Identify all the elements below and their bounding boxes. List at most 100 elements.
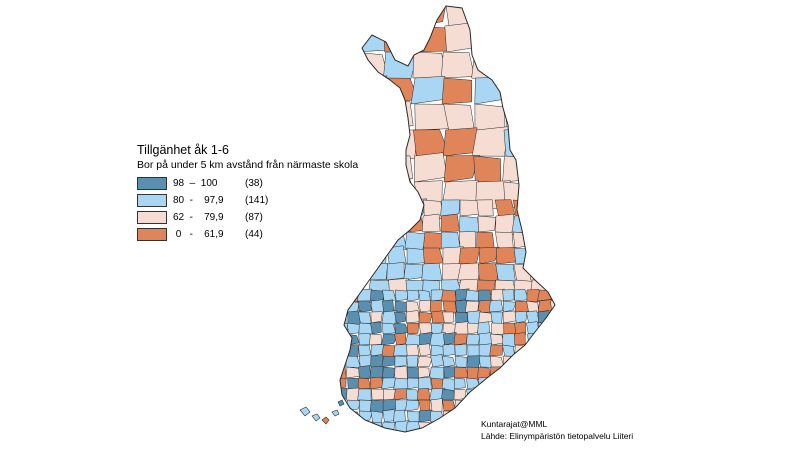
legend-row-62-79: 62 - 79,9 (87) <box>137 209 358 226</box>
municipality-area <box>406 322 420 335</box>
municipality-area <box>351 75 389 109</box>
municipality-area <box>441 355 456 368</box>
municipality-area <box>489 366 505 380</box>
municipality-area <box>474 25 511 53</box>
municipality-area <box>355 154 390 183</box>
municipality-area <box>503 300 517 313</box>
municipality-area <box>394 366 408 380</box>
municipality-area <box>394 332 407 346</box>
municipality-area <box>406 289 420 302</box>
municipality-area <box>443 155 481 183</box>
municipality-area <box>441 388 456 401</box>
municipality-area <box>502 155 536 183</box>
municipality-area <box>478 311 494 324</box>
municipality-area <box>458 247 481 265</box>
municipality-area <box>358 365 372 379</box>
municipality-area <box>513 199 536 217</box>
municipality-area <box>394 322 409 335</box>
municipality-area <box>440 213 460 233</box>
municipality-area <box>418 299 432 313</box>
municipality-area <box>537 344 551 357</box>
municipality-area <box>504 23 535 53</box>
municipality-area <box>502 377 518 390</box>
municipality-area <box>490 333 505 346</box>
municipality-area <box>407 433 421 445</box>
municipality-area <box>406 354 419 368</box>
municipality-area <box>370 289 384 302</box>
municipality-area <box>405 310 420 324</box>
municipality-area <box>358 354 372 368</box>
municipality-area <box>396 433 409 445</box>
municipality-area <box>440 199 460 217</box>
municipality-area <box>488 299 504 313</box>
municipality-area <box>454 321 469 337</box>
municipality-area <box>346 421 361 432</box>
municipality-area <box>350 101 388 132</box>
municipality-area <box>358 421 371 432</box>
municipality-area <box>491 288 505 302</box>
municipality-area <box>393 377 409 390</box>
legend-count: (44) <box>245 229 263 240</box>
municipality-area <box>478 246 500 265</box>
municipality-area <box>369 421 386 432</box>
legend-swatch <box>137 177 167 190</box>
municipality-area <box>369 365 384 380</box>
municipality-area <box>410 76 446 105</box>
municipality-area <box>515 377 529 390</box>
municipality-area <box>513 365 526 379</box>
legend-swatch <box>137 228 167 241</box>
municipality-area <box>490 377 504 390</box>
municipality-area <box>454 366 469 379</box>
legend-swatch <box>137 194 167 207</box>
municipality-area <box>418 409 433 423</box>
legend-count: (87) <box>245 212 263 223</box>
map-legend: Tillgänhet åk 1-6 Bor på under 5 km avst… <box>137 143 358 243</box>
municipality-area <box>431 433 445 445</box>
municipality-area <box>479 355 493 368</box>
municipality-area <box>368 263 389 281</box>
municipality-area <box>501 366 518 380</box>
municipality-area <box>369 197 390 217</box>
municipality-area <box>466 421 479 432</box>
municipality-area <box>466 409 481 423</box>
municipality-area <box>502 77 538 107</box>
municipality-area <box>459 199 480 217</box>
municipality-area <box>495 263 516 282</box>
municipality-area <box>430 398 443 413</box>
municipality-area <box>441 51 475 79</box>
municipality-area <box>340 333 347 347</box>
municipality-area <box>477 289 492 302</box>
municipality-area <box>394 311 407 324</box>
municipality-area <box>354 6 386 27</box>
municipality-area <box>404 333 422 347</box>
municipality-area <box>340 289 349 302</box>
municipality-area <box>416 355 433 368</box>
municipality-area <box>395 289 409 302</box>
municipality-area <box>358 344 372 357</box>
municipality-area <box>383 433 395 444</box>
municipality-area <box>467 310 481 325</box>
municipality-area <box>443 127 478 157</box>
legend-row-0-61: 0 - 61,9 (44) <box>137 226 358 243</box>
municipality-area <box>358 311 372 324</box>
municipality-area <box>414 152 448 183</box>
municipality-area <box>358 300 372 313</box>
municipality-area <box>444 22 475 53</box>
municipality-area <box>421 262 443 281</box>
municipality-area <box>496 247 517 265</box>
municipality-area <box>490 311 503 325</box>
municipality-area <box>526 321 540 335</box>
municipality-area <box>514 399 526 412</box>
municipality-area <box>537 289 554 302</box>
municipality-area <box>528 215 553 233</box>
municipality-area <box>549 344 555 359</box>
municipality-area <box>443 433 456 444</box>
legend-row-98-100: 98 – 100 (38) <box>137 175 358 192</box>
municipality-area <box>514 388 527 401</box>
municipality-area <box>393 344 408 357</box>
municipality-area <box>387 199 409 219</box>
municipality-area <box>525 310 540 324</box>
municipality-area <box>458 231 477 249</box>
municipality-area <box>381 377 397 390</box>
municipality-area <box>550 398 555 412</box>
